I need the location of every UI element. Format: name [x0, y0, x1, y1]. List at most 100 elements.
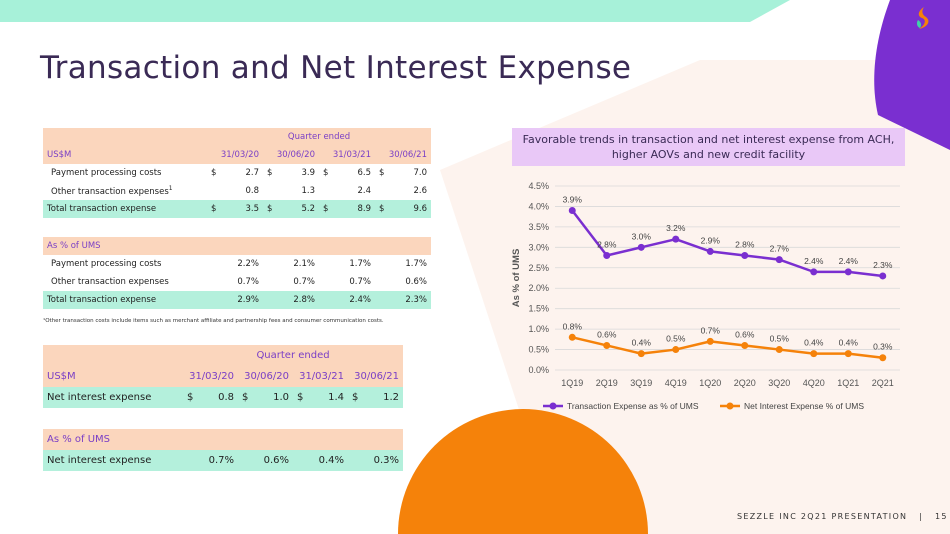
data-point — [568, 207, 576, 215]
y-tick-label: 2.5% — [528, 263, 549, 273]
table-cell: $8.9 — [323, 204, 371, 214]
data-point — [810, 268, 818, 276]
table-cell: $1.2 — [352, 392, 400, 403]
table-cell: 1.7% — [405, 259, 427, 269]
data-point — [844, 350, 852, 358]
data-point — [775, 346, 783, 354]
period-header: 31/03/21 — [299, 371, 344, 382]
data-point — [672, 346, 680, 354]
data-label: 0.7% — [701, 325, 721, 335]
x-tick-label: 1Q20 — [699, 378, 721, 388]
currency-label: US$M — [47, 371, 76, 382]
pct-header-row: As % of UMS — [43, 429, 404, 450]
pct-header-row: As % of UMS — [43, 237, 431, 255]
data-point — [741, 341, 749, 349]
table-row: Other transaction expenses 0.7% 0.7% 0.7… — [43, 273, 431, 291]
legend-marker — [726, 402, 734, 410]
table-row: Payment processing costs $2.7 $3.9 $6.5 … — [43, 164, 431, 182]
top-mint-band — [0, 0, 790, 22]
data-label: 2.7% — [770, 244, 790, 254]
legend-entry: Transaction Expense as % of UMS — [567, 401, 699, 411]
data-point — [775, 256, 783, 264]
data-label: 0.4% — [839, 338, 859, 348]
chart-title: Favorable trends in transaction and net … — [512, 128, 905, 166]
period-header: 31/03/21 — [332, 150, 371, 160]
table-cell: $2.7 — [211, 168, 259, 178]
data-point — [568, 333, 576, 341]
row-label: Payment processing costs — [51, 168, 162, 178]
table-cell: 0.6% — [405, 277, 427, 287]
data-label: 0.5% — [666, 334, 686, 344]
footer-separator: | — [919, 512, 924, 521]
data-point — [706, 337, 714, 345]
data-label: 3.2% — [666, 223, 686, 233]
data-label: 2.9% — [701, 235, 721, 245]
legend-marker — [549, 402, 557, 410]
table-cell: 2.2% — [237, 259, 259, 269]
table-cell: 1.3 — [301, 186, 315, 196]
table-cell: 1.7% — [349, 259, 371, 269]
table-cell: $3.5 — [211, 204, 259, 214]
row-label: Payment processing costs — [51, 259, 162, 269]
y-tick-label: 1.5% — [528, 304, 549, 314]
table-cell: 0.6% — [263, 455, 289, 466]
page-number: 15 — [935, 512, 948, 521]
sezzle-logo-icon — [916, 7, 930, 29]
table-cell: 0.7% — [237, 277, 259, 287]
x-tick-label: 2Q20 — [734, 378, 756, 388]
table-row: Other transaction expenses1 0.8 1.3 2.4 … — [43, 182, 431, 200]
orange-semicircle — [398, 409, 648, 534]
y-tick-label: 0.5% — [528, 345, 549, 355]
data-label: 0.6% — [597, 329, 617, 339]
footnote: ¹Other transaction costs include items s… — [43, 318, 384, 324]
data-label: 3.0% — [632, 231, 652, 241]
footer: SEZZLE INC 2Q21 PRESENTATION | 15 — [737, 512, 948, 521]
total-row: Total transaction expense $3.5 $5.2 $8.9… — [43, 200, 431, 218]
table-header-row: US$M 31/03/20 30/06/20 31/03/21 30/06/21 — [43, 146, 431, 164]
table-header-row: Quarter ended — [43, 345, 404, 366]
table-header-row: Quarter ended — [43, 128, 431, 146]
row-label: Net interest expense — [47, 392, 152, 403]
period-header: 31/03/20 — [220, 150, 259, 160]
x-tick-label: 2Q19 — [596, 378, 618, 388]
y-axis-label: As % of UMS — [511, 249, 522, 308]
page-title: Transaction and Net Interest Expense — [40, 50, 632, 86]
footer-text: SEZZLE INC 2Q21 PRESENTATION — [737, 512, 908, 521]
y-tick-label: 3.5% — [528, 222, 549, 232]
data-label: 0.3% — [873, 342, 893, 352]
data-point — [637, 243, 645, 251]
table-cell: 0.4% — [318, 455, 344, 466]
data-point — [741, 252, 749, 260]
table-cell: $1.0 — [242, 392, 289, 403]
table-cell: $6.5 — [323, 168, 371, 178]
data-label: 0.8% — [563, 321, 583, 331]
expense-line-chart: 0.0% 0.5% 1.0% 1.5% 2.0% 2.5% 3.0% 3.5% 4.0% 4.5%… — [511, 181, 900, 411]
period-header: 30/06/21 — [388, 150, 427, 160]
data-label: 0.4% — [632, 338, 652, 348]
data-label: 2.3% — [873, 260, 893, 270]
transaction-expense-table: Quarter ended US$M 31/03/20 30/06/20 31/… — [43, 128, 431, 309]
purple-corner-shape — [874, 0, 950, 150]
row-label: Other transaction expenses — [51, 277, 169, 287]
data-point — [637, 350, 645, 358]
data-label: 2.4% — [839, 256, 859, 266]
x-tick-label: 1Q19 — [561, 378, 583, 388]
data-point — [603, 252, 611, 260]
legend-entry: Net Interest Expense % of UMS — [744, 401, 864, 411]
row-label: Other transaction expenses1 — [51, 185, 173, 197]
table-cell: 2.4% — [349, 295, 371, 305]
data-point — [844, 268, 852, 276]
data-point — [706, 247, 714, 255]
data-point — [879, 272, 887, 280]
table-row: Payment processing costs 2.2% 2.1% 1.7% … — [43, 255, 431, 273]
data-label: 0.6% — [735, 329, 755, 339]
y-tick-label: 4.5% — [528, 181, 549, 191]
table-cell: 2.6 — [413, 186, 427, 196]
y-tick-label: 4.0% — [528, 201, 549, 211]
quarter-ended-header: Quarter ended — [287, 132, 351, 142]
pct-header: As % of UMS — [47, 434, 111, 445]
y-tick-label: 0.0% — [528, 365, 549, 375]
y-tick-label: 1.0% — [528, 324, 549, 334]
data-point — [672, 235, 680, 243]
